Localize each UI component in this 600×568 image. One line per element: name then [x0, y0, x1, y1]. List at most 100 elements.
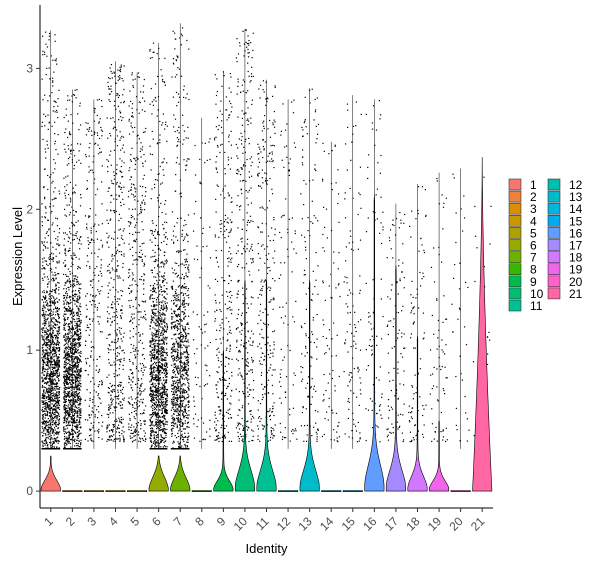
legend-label-7: 7 [530, 251, 537, 265]
legend-key-10 [508, 287, 522, 300]
x-tick-label: 13 [295, 514, 315, 534]
legend-key-19 [547, 263, 561, 276]
x-ticks: 1 2 3 4 5 6 7 8 9 10 11 12 13 14 15 16 17 18 19 20 21 [41, 508, 488, 534]
violin-13 [299, 279, 320, 492]
legend-key-1 [508, 178, 522, 191]
legend-label-15: 15 [569, 214, 583, 228]
x-tick-label: 17 [382, 514, 402, 534]
violin-20 [450, 490, 471, 492]
legend-key-16 [547, 227, 561, 239]
legend-label-10: 10 [530, 287, 544, 301]
x-tick-label: 21 [468, 514, 488, 534]
points-19 [429, 172, 448, 449]
violin-18 [407, 336, 428, 492]
x-tick-label: 10 [231, 514, 251, 534]
x-tick-label: 15 [339, 514, 359, 534]
violin-15 [342, 490, 363, 492]
points-13 [300, 88, 320, 449]
x-tick-label: 2 [63, 514, 78, 529]
legend-label-14: 14 [569, 202, 583, 216]
legend-label-13: 13 [569, 190, 583, 204]
legend-label-9: 9 [530, 275, 537, 289]
legend-key-3 [508, 202, 522, 215]
legend-label-17: 17 [569, 239, 583, 253]
points-6 [149, 42, 169, 450]
legend-key-14 [547, 202, 561, 215]
violin-19 [429, 420, 450, 492]
points-15 [343, 95, 362, 449]
y-tick-label: 2 [26, 202, 33, 216]
points-20 [451, 168, 470, 449]
legend-label-6: 6 [530, 239, 537, 253]
violin-17 [385, 265, 406, 492]
x-tick-label: 5 [128, 514, 143, 529]
legend-key-12 [547, 178, 561, 191]
legend-key-2 [508, 190, 522, 203]
x-tick-label: 1 [41, 514, 56, 529]
x-tick-label: 12 [274, 514, 294, 534]
violin-2 [62, 490, 83, 492]
violin-1 [40, 455, 61, 492]
x-tick-label: 11 [253, 514, 272, 533]
y-tick-label: 1 [26, 343, 33, 357]
legend-label-19: 19 [569, 263, 583, 277]
violin-9 [213, 350, 234, 492]
legend-label-2: 2 [530, 190, 537, 204]
violin-8 [191, 490, 212, 492]
violin-3 [83, 490, 104, 492]
violin-14 [321, 490, 342, 492]
x-tick-label: 16 [360, 514, 380, 534]
points-3 [84, 98, 104, 449]
x-tick-label: 20 [446, 514, 466, 534]
violins [40, 157, 493, 492]
legend-label-3: 3 [530, 202, 537, 216]
legend-key-15 [547, 215, 561, 227]
y-axis-title: Expression Level [10, 207, 25, 306]
x-tick-label: 19 [425, 514, 445, 534]
legend-key-9 [508, 275, 522, 288]
legend-label-20: 20 [569, 275, 583, 289]
points-14 [321, 141, 341, 449]
x-tick-label: 7 [171, 514, 186, 529]
violin-10 [234, 279, 255, 492]
points-12 [278, 99, 298, 449]
legend-key-11 [508, 299, 522, 312]
legend-label-11: 11 [530, 299, 543, 313]
x-axis-title: Identity [246, 541, 288, 556]
points-5 [127, 72, 147, 449]
x-tick-label: 9 [214, 514, 229, 529]
y-tick-label: 0 [26, 484, 33, 498]
x-tick-label: 4 [106, 514, 121, 529]
legend-key-21 [547, 287, 561, 300]
legend-key-20 [547, 275, 561, 288]
points-1 [41, 30, 61, 450]
legend-label-1: 1 [530, 178, 537, 192]
x-tick-label: 3 [84, 514, 99, 529]
legend-key-13 [547, 190, 561, 203]
legend-key-6 [508, 239, 522, 251]
x-tick-label: 18 [403, 514, 423, 534]
legend-label-5: 5 [530, 226, 537, 240]
legend-label-18: 18 [569, 251, 583, 265]
points-2 [62, 89, 82, 450]
points-7 [170, 23, 190, 450]
legend-key-5 [508, 227, 522, 239]
violin-6 [148, 455, 169, 492]
y-tick-label: 3 [26, 61, 33, 75]
legend-key-7 [508, 251, 522, 263]
jitter-points [41, 23, 492, 450]
violin-7 [170, 455, 191, 492]
legend-key-17 [547, 239, 561, 251]
points-4 [106, 61, 125, 449]
violin-16 [364, 195, 385, 492]
legend-label-16: 16 [569, 226, 583, 240]
x-tick-label: 6 [149, 514, 164, 529]
legend-label-12: 12 [569, 178, 583, 192]
points-8 [192, 117, 212, 449]
x-tick-label: 14 [317, 514, 337, 534]
legend-label-4: 4 [530, 214, 537, 228]
violin-21 [472, 157, 493, 492]
legend-label-8: 8 [530, 263, 537, 277]
